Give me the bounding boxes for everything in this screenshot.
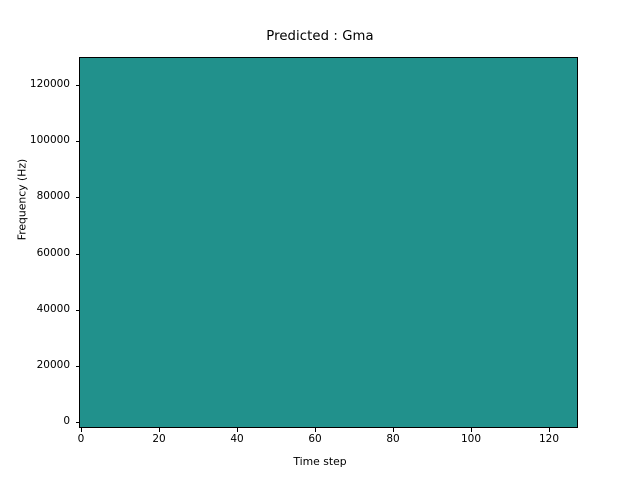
- y-tick-mark: [75, 197, 79, 198]
- y-tick-mark: [75, 422, 79, 423]
- x-tick-mark: [237, 428, 238, 432]
- x-tick-mark: [159, 428, 160, 432]
- x-tick-mark: [549, 428, 550, 432]
- y-tick-label: 80000: [36, 190, 70, 202]
- x-tick-label: 20: [152, 433, 166, 445]
- x-tick-mark: [81, 428, 82, 432]
- x-tick-mark: [315, 428, 316, 432]
- chart-title: Predicted : Gma: [266, 29, 374, 44]
- y-tick-label: 60000: [36, 247, 70, 259]
- heatmap-image: [80, 58, 577, 427]
- x-tick-label: 120: [538, 433, 560, 445]
- y-tick-mark: [75, 254, 79, 255]
- x-tick-mark: [393, 428, 394, 432]
- y-tick-mark: [75, 85, 79, 86]
- x-tick-label: 100: [460, 433, 482, 445]
- x-tick-label: 0: [77, 433, 85, 445]
- y-tick-mark: [75, 310, 79, 311]
- x-axis-label: Time step: [293, 455, 347, 468]
- x-tick-label: 80: [386, 433, 400, 445]
- x-tick-mark: [471, 428, 472, 432]
- x-tick-label: 40: [230, 433, 244, 445]
- y-axis-label: Frequency (Hz): [15, 158, 29, 241]
- y-tick-label: 0: [63, 415, 70, 427]
- y-tick-label: 20000: [36, 359, 70, 371]
- y-tick-label: 40000: [36, 303, 70, 315]
- y-tick-label: 100000: [29, 134, 70, 146]
- heatmap-axes: [79, 57, 578, 428]
- x-tick-label: 60: [308, 433, 322, 445]
- y-tick-mark: [75, 141, 79, 142]
- y-tick-label: 120000: [29, 78, 70, 90]
- y-tick-mark: [75, 366, 79, 367]
